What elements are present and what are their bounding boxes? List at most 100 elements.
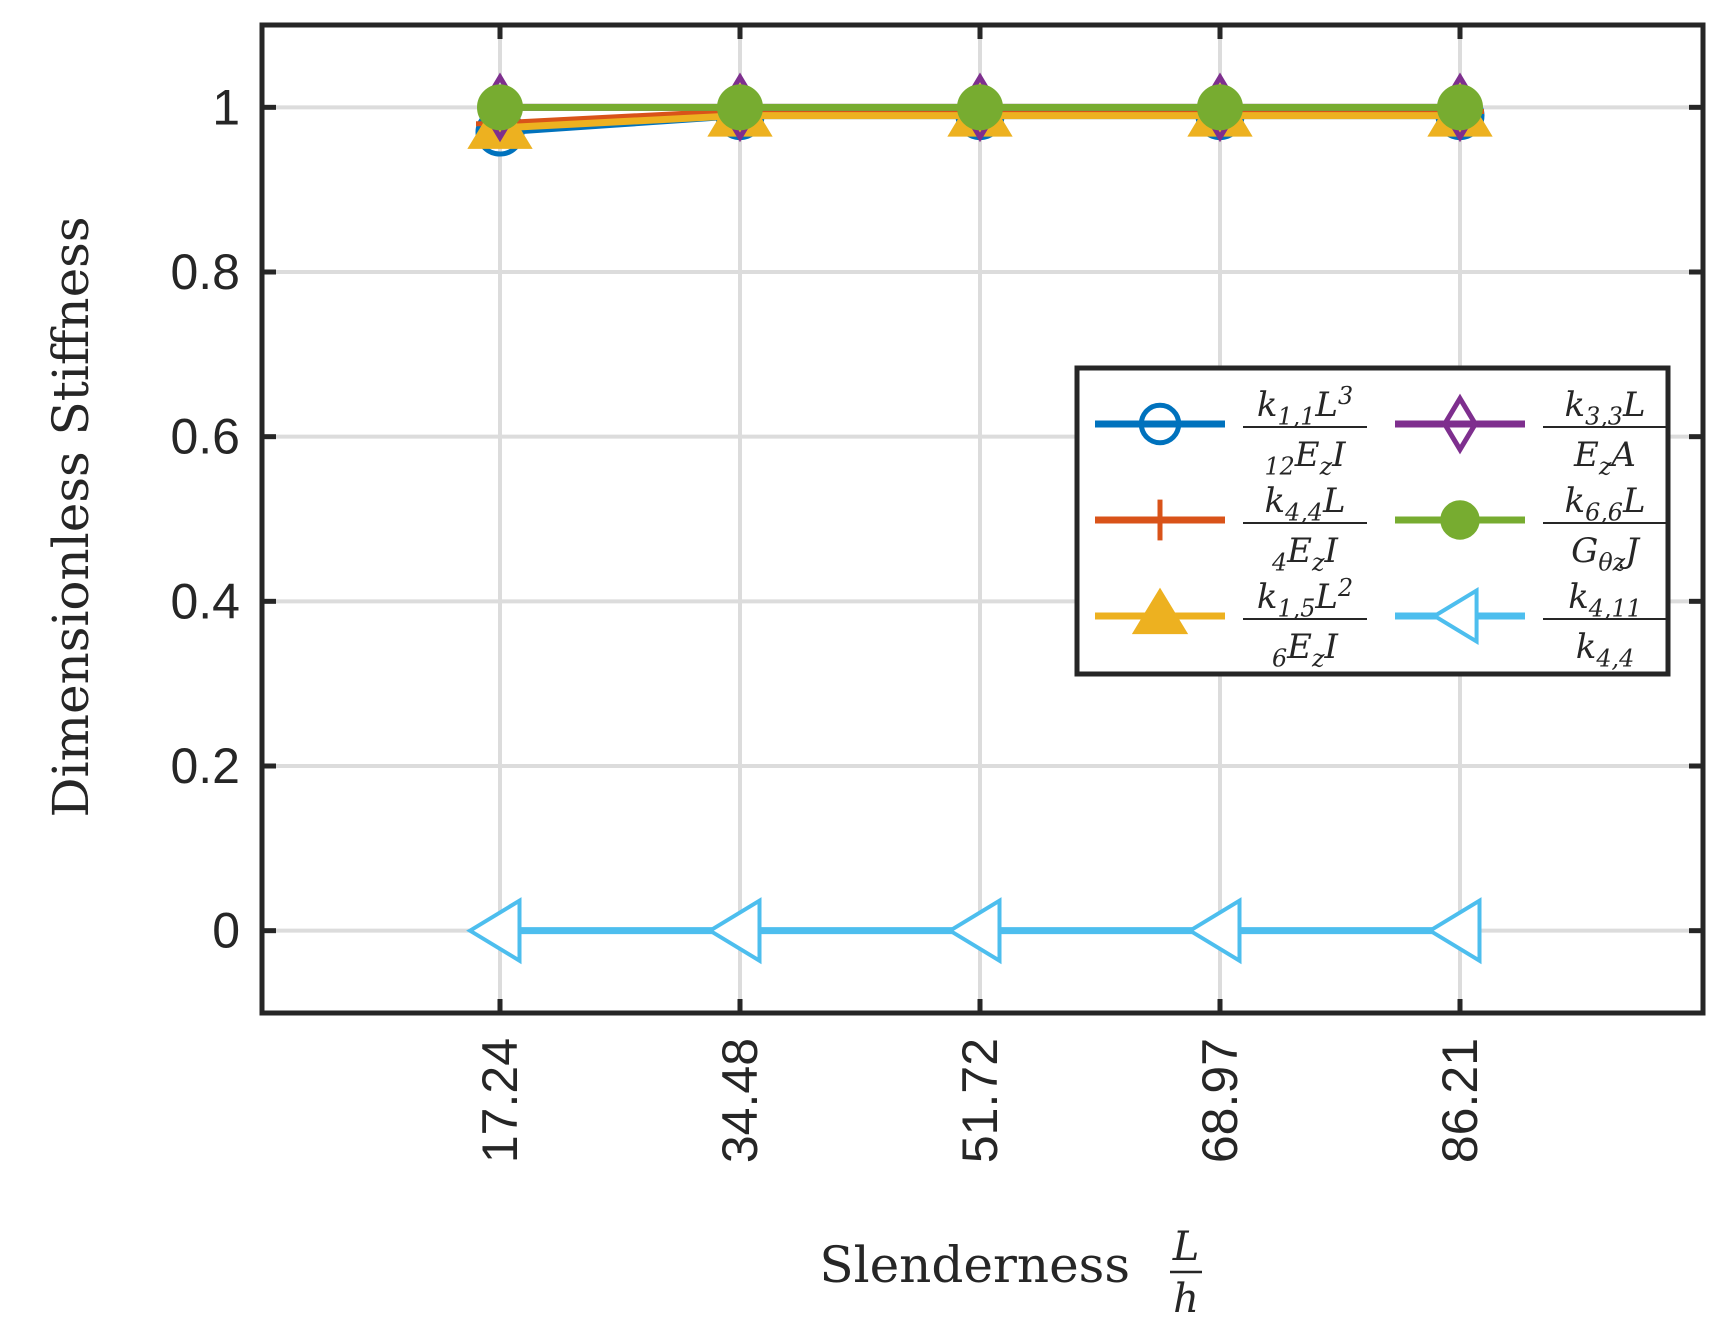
math-part: k (1257, 577, 1278, 617)
math-part: 12 (1264, 453, 1294, 481)
legend: k1,1L312EzIk4,4L4EzIk1,5L26EzIk3,3LEzAk6… (1074, 365, 1671, 677)
marker-triangle-left (946, 897, 1002, 965)
legend-item-circle: k1,1L3 12EzI (1095, 382, 1367, 481)
data-point-marker (1440, 500, 1480, 540)
math-part: I (1324, 531, 1339, 571)
math-part: J (1619, 531, 1641, 571)
data-point-marker (1139, 499, 1181, 541)
math-part: 6,6 (1585, 499, 1623, 527)
math-part: I (1331, 435, 1346, 475)
data-point-marker (1197, 84, 1243, 131)
y-axis-label: Dimensionless Stiffness (42, 216, 100, 817)
marker-triangle-left (1186, 897, 1242, 965)
legend-denominator: k4,4 (1576, 627, 1634, 673)
x-label-numerator: L (1172, 1224, 1200, 1270)
marker-triangle-left (466, 897, 522, 965)
x-tick-label: 68.97 (1192, 1038, 1248, 1163)
marker-dot (477, 84, 523, 131)
marker-dot (1197, 84, 1243, 131)
data-point-marker (957, 84, 1003, 131)
math-part: k (1568, 577, 1589, 617)
math-part: 1,1 (1278, 403, 1316, 431)
math-part: L (1314, 385, 1338, 425)
data-point-marker (466, 897, 522, 965)
math-part: L (1622, 385, 1646, 425)
math-part: 4,4 (1595, 645, 1634, 673)
data-point-marker (1138, 402, 1182, 446)
legend-numerator: k4,4L (1264, 481, 1345, 527)
math-part: 4,4 (1284, 499, 1323, 527)
math-part: 4 (1271, 549, 1287, 577)
math-part: z (1319, 453, 1333, 481)
math-part: 3,3 (1585, 403, 1623, 431)
x-tick-label: 86.21 (1432, 1038, 1488, 1163)
data-point-marker (1430, 586, 1479, 646)
marker-circle (1138, 402, 1182, 446)
tick-labels: 17.24 34.48 51.72 68.97 86.21 0 0.2 0.4 0.6 0.8 1 (170, 79, 1488, 1163)
y-tick-label: 0.6 (170, 409, 240, 465)
x-tick-label: 34.48 (712, 1038, 768, 1163)
series-layer (466, 72, 1493, 965)
math-part: 6 (1272, 645, 1287, 673)
y-tick-label: 0.8 (170, 244, 240, 300)
legend-numerator: k4,11 (1568, 577, 1642, 623)
legend-denominator: 4EzI (1271, 531, 1339, 577)
math-part: E (1573, 435, 1599, 475)
math-part: E (1286, 531, 1312, 571)
y-tick-label: 0 (212, 903, 240, 959)
math-part: 3 (1338, 382, 1353, 410)
math-part: θz (1598, 549, 1625, 577)
math-part: z (1311, 549, 1325, 577)
math-part: 4,11 (1588, 595, 1642, 623)
data-point-marker (1441, 393, 1479, 455)
x-axis-label: Slenderness (819, 1236, 1130, 1294)
legend-numerator: k1,1L3 (1257, 382, 1353, 430)
marker-triangle-left (706, 897, 762, 965)
math-part: k (1257, 385, 1278, 425)
legend-numerator: k3,3L (1564, 385, 1645, 431)
math-part: k (1564, 385, 1585, 425)
data-point-marker (1186, 897, 1242, 965)
math-part: A (1608, 435, 1636, 475)
marker-triangle-left (1430, 586, 1479, 646)
math-part: E (1294, 435, 1320, 475)
marker-triangle-up (1131, 587, 1189, 635)
math-part: 2 (1337, 574, 1353, 602)
y-tick-label: 0.4 (170, 573, 240, 629)
data-point-marker (946, 897, 1002, 965)
data-point-marker (1437, 84, 1483, 131)
math-part: k (1576, 627, 1597, 667)
marker-triangle-left (1426, 897, 1482, 965)
x-tick-label: 51.72 (952, 1038, 1008, 1163)
math-part: G (1571, 531, 1598, 571)
data-point-marker (1131, 587, 1189, 635)
math-part: I (1324, 627, 1339, 667)
legend-denominator: 6EzI (1272, 627, 1339, 673)
math-part: 1,5 (1278, 595, 1316, 623)
marker-dot (957, 84, 1003, 131)
math-part: k (1264, 481, 1285, 521)
axis-ticks (262, 25, 1703, 1013)
data-point-marker (706, 897, 762, 965)
math-part: E (1286, 627, 1312, 667)
math-part: L (1314, 577, 1338, 617)
marker-dot (1440, 500, 1480, 540)
legend-numerator: k6,6L (1564, 481, 1645, 527)
series-dot (477, 84, 1483, 131)
math-part: L (1622, 481, 1646, 521)
y-tick-label: 1 (212, 79, 240, 135)
y-tick-label: 0.2 (170, 738, 240, 794)
x-label-denominator: h (1173, 1276, 1199, 1322)
math-part: L (1322, 481, 1346, 521)
data-point-marker (717, 84, 763, 131)
x-axis-label-group: Slenderness L h (819, 1224, 1202, 1322)
legend-numerator: k1,5L2 (1257, 574, 1353, 622)
legend-item-triangle-up: k1,5L2 6EzI (1095, 574, 1367, 673)
x-tick-label: 17.24 (472, 1038, 528, 1163)
data-point-marker (1426, 897, 1482, 965)
data-point-marker (477, 84, 523, 131)
